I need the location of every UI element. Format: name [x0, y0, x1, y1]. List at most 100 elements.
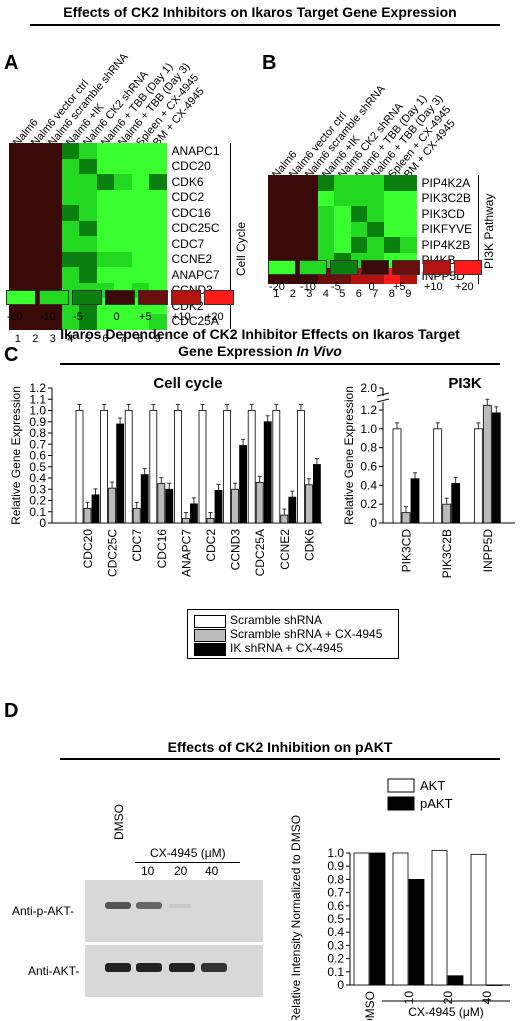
heatmap-b-group-label: PI3K Pathway: [482, 193, 496, 270]
cell-cycle-category-label: CDC25C: [106, 529, 120, 577]
heatmap-a-cell: [114, 174, 132, 190]
heatmap-a-cell: [96, 189, 115, 206]
heatmap-b-cell: [400, 206, 417, 222]
heatmap-b-cell: [383, 175, 401, 191]
akt-chart-category-label: 10: [402, 991, 416, 1005]
heatmap-a-legend-label: +20: [205, 311, 224, 323]
heatmap-b-col-number: 5: [339, 287, 346, 300]
cell-cycle-y-tick-label: 0.2: [29, 494, 46, 508]
heatmap-b-gene-label: PIP4K2B: [421, 237, 471, 252]
heatmap-b-cell: [284, 175, 302, 191]
cell-cycle-bar-a: [296, 410, 305, 524]
heatmap-b-cell: [400, 175, 417, 191]
heatmap-b-cell: [301, 175, 318, 191]
heatmap-b-cell: [350, 175, 368, 191]
section-d-title: Effects of CK2 Inhibition on pAKT: [167, 739, 393, 755]
blot-treatment-rule: [135, 862, 240, 863]
cell-cycle-bar-a: [198, 410, 207, 524]
akt-chart-x-label: CX-4945 (μM): [408, 1005, 484, 1019]
heatmap-b-cell: [367, 190, 384, 207]
heatmap-a-col-number: 8: [137, 333, 144, 345]
panel-label-c: C: [4, 344, 19, 366]
heatmap-b-legend-label: +5: [393, 281, 406, 293]
cell-cycle-bar-a: [223, 410, 232, 524]
heatmap-a-legend-label: -5: [73, 311, 83, 323]
heatmap-a-cell: [131, 251, 150, 268]
cell-cycle-bar-b: [83, 507, 92, 524]
heatmap-a-cell: [61, 236, 80, 252]
pi3k-bar-c: [491, 412, 501, 524]
blot-image-akt: [85, 945, 263, 997]
heatmap-b-gene-label: PIK3CD: [421, 206, 465, 221]
heatmap-a-gene-label: CDC20: [171, 159, 211, 174]
section-c-title-line1: Ikaros Dependence of CK2 Inhibitor Effec…: [60, 326, 460, 342]
heatmap-b-cell: [367, 175, 384, 191]
heatmap-a-cell: [149, 205, 167, 221]
blot-panel: DMSO CX-4945 (μM) 10 20 40 Anti-p-AKT- A…: [0, 804, 265, 1000]
heatmap-b-cell: [301, 221, 318, 238]
heatmap-a-cell: [131, 267, 150, 283]
heatmap-a-col-number: 5: [84, 333, 91, 345]
heatmap-a-cell: [149, 189, 167, 206]
heatmap-b-col-number: 2: [289, 287, 296, 300]
legend-c: Scramble shRNA Scramble shRNA + CX-4945 …: [187, 609, 399, 659]
akt-chart-y-label: Relative Intensity Normalized to DMSO: [289, 815, 303, 1020]
akt-chart-y-tick-label: 0.9: [327, 859, 344, 873]
heatmap-a-cell: [131, 189, 150, 206]
heatmap-a-cell: [149, 158, 167, 175]
heatmap-b-legend-swatch: [268, 260, 296, 275]
heatmap-a-cell: [79, 251, 97, 268]
legend-swatch-ik-cx: [194, 643, 226, 656]
akt-chart-y-tick-label: 0.2: [327, 952, 344, 966]
heatmap-a-cell: [26, 174, 45, 190]
heatmap-a-cell: [149, 251, 167, 268]
band-akt-1: [105, 963, 131, 972]
heatmap-b-col-number: 9: [405, 287, 412, 300]
heatmap-a-cell: [79, 158, 97, 175]
heatmap-a-cell: [9, 143, 27, 159]
legend-swatch-scramble-cx: [194, 629, 226, 642]
akt-chart-y-tick-label: 0.3: [327, 938, 344, 952]
heatmap-a-cell: [114, 267, 132, 283]
heatmap-a-cell: [149, 313, 167, 330]
heatmap-b-legend-swatch: [299, 260, 327, 275]
heatmap-a-cell: [114, 189, 132, 206]
heatmap-a-cell: [26, 251, 45, 268]
pi3k-y-tick-label: 0: [370, 516, 377, 530]
band-p-akt-1: [105, 902, 131, 909]
heatmap-a-cell: [26, 220, 45, 237]
heatmap-b-cell: [400, 190, 417, 207]
heatmap-a-gene-label: CDC25C: [171, 221, 220, 236]
cell-cycle-bar-b: [157, 483, 166, 524]
section-c-title-line2-wrap: Gene Expression In Vivo: [20, 343, 500, 360]
legend-swatch-scramble: [194, 615, 226, 628]
section-d-rule: [60, 758, 500, 760]
heatmap-b-cell: [268, 237, 285, 253]
heatmap-pi3k-pathway: Nalm6 Nalm6 vector ctrl Nalm6 scramble shR…: [0, 0, 520, 340]
pi3k-y-tick-label: 0.6: [360, 460, 377, 474]
heatmap-b-cell: [334, 190, 351, 207]
heatmap-a-legend-swatch: [171, 290, 201, 305]
heatmap-a-legend-label: +5: [139, 311, 152, 323]
heatmap-b-cell: [268, 206, 285, 222]
heatmap-a-cell: [61, 143, 80, 159]
heatmap-a-cell: [9, 267, 27, 283]
chart-cell-cycle: 00.10.20.30.40.50.60.70.80.91.01.11.2 Rel…: [9, 375, 322, 577]
cell-cycle-category-label: CDC20: [81, 529, 95, 569]
akt-chart-category-label: DMSO: [363, 991, 377, 1020]
blot-lane-dmso: DMSO: [112, 804, 126, 840]
heatmap-a-legend-swatch: [138, 290, 168, 305]
blot-image-p-akt: [85, 880, 263, 942]
heatmap-a-cell: [44, 313, 62, 330]
heatmap-a-cell: [44, 267, 62, 283]
cell-cycle-bar-c: [189, 503, 198, 524]
blot-lane-40: 40: [205, 864, 219, 878]
pi3k-bar-b: [401, 512, 411, 524]
heatmap-b-gene-label: PIKFYVE: [421, 222, 473, 237]
pi3k-category-label: PIK3CD: [400, 529, 414, 573]
heatmap-a-gene-label: CDC7: [171, 236, 205, 251]
heatmap-a-cell: [96, 236, 115, 252]
akt-chart-bar-b: [369, 852, 386, 986]
heatmap-b-legend-label: +20: [455, 281, 474, 293]
heatmap-a-cell: [9, 174, 27, 190]
